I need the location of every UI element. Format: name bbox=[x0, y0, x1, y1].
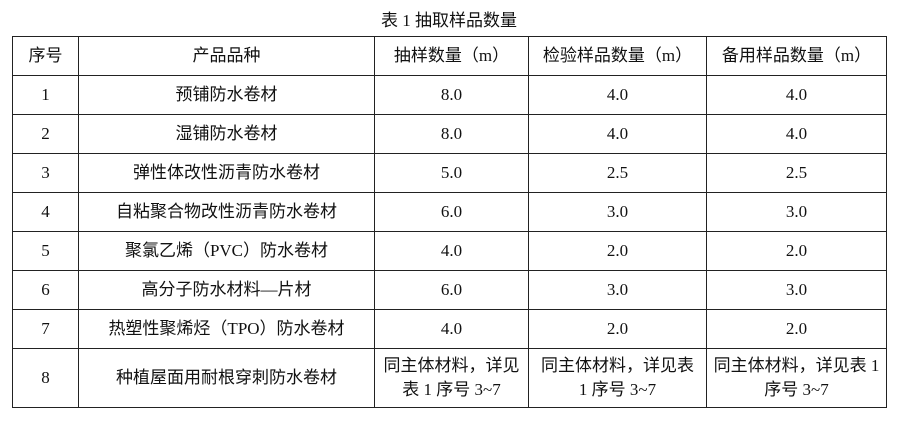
table-cell: 高分子防水材料—片材 bbox=[78, 270, 375, 310]
table-row: 6 高分子防水材料—片材 6.0 3.0 3.0 bbox=[12, 270, 887, 310]
table-row: 4 自粘聚合物改性沥青防水卷材 6.0 3.0 3.0 bbox=[12, 192, 887, 232]
table-cell: 4.0 bbox=[374, 309, 529, 349]
table-cell: 4.0 bbox=[528, 114, 707, 154]
table-cell: 湿铺防水卷材 bbox=[78, 114, 375, 154]
table-cell: 弹性体改性沥青防水卷材 bbox=[78, 153, 375, 193]
table-cell: 2.0 bbox=[528, 309, 707, 349]
table-row: 1 预铺防水卷材 8.0 4.0 4.0 bbox=[12, 75, 887, 115]
table-cell: 5.0 bbox=[374, 153, 529, 193]
table-cell: 7 bbox=[12, 309, 79, 349]
table-title: 表 1 抽取样品数量 bbox=[381, 11, 517, 30]
header-cell: 检验样品数量（m） bbox=[528, 36, 707, 76]
table-cell: 8.0 bbox=[374, 75, 529, 115]
table-cell: 2.5 bbox=[528, 153, 707, 193]
table-cell: 4.0 bbox=[374, 231, 529, 271]
table-row: 5 聚氯乙烯（PVC）防水卷材 4.0 2.0 2.0 bbox=[12, 231, 887, 271]
table-row: 8 种植屋面用耐根穿刺防水卷材 同主体材料，详见表 1 序号 3~7 同主体材料，详见… bbox=[12, 348, 887, 408]
header-cell: 序号 bbox=[12, 36, 79, 76]
table-cell: 种植屋面用耐根穿刺防水卷材 bbox=[78, 348, 375, 408]
table-cell: 4 bbox=[12, 192, 79, 232]
table-cell: 3 bbox=[12, 153, 79, 193]
table-cell: 3.0 bbox=[528, 270, 707, 310]
table-cell: 3.0 bbox=[706, 192, 887, 232]
table-cell: 2.0 bbox=[706, 309, 887, 349]
table-cell: 2.0 bbox=[528, 231, 707, 271]
header-row: 序号 产品品种 抽样数量（m） 检验样品数量（m） 备用样品数量（m） bbox=[12, 36, 887, 76]
table-cell: 6 bbox=[12, 270, 79, 310]
table-cell: 同主体材料，详见表 1 序号 3~7 bbox=[528, 348, 707, 408]
table-cell: 2.5 bbox=[706, 153, 887, 193]
table-cell: 聚氯乙烯（PVC）防水卷材 bbox=[78, 231, 375, 271]
table-cell: 2 bbox=[12, 114, 79, 154]
table-cell: 1 bbox=[12, 75, 79, 115]
table-cell: 同主体材料，详见表 1 序号 3~7 bbox=[706, 348, 887, 408]
table-cell: 同主体材料，详见表 1 序号 3~7 bbox=[374, 348, 529, 408]
table-cell: 自粘聚合物改性沥青防水卷材 bbox=[78, 192, 375, 232]
table-row: 7 热塑性聚烯烃（TPO）防水卷材 4.0 2.0 2.0 bbox=[12, 309, 887, 349]
table-row: 3 弹性体改性沥青防水卷材 5.0 2.5 2.5 bbox=[12, 153, 887, 193]
header-cell: 抽样数量（m） bbox=[374, 36, 529, 76]
sample-table: 序号 产品品种 抽样数量（m） 检验样品数量（m） 备用样品数量（m） 1 预铺防水卷材 8… bbox=[12, 36, 887, 408]
table-cell: 4.0 bbox=[706, 75, 887, 115]
table-cell: 3.0 bbox=[528, 192, 707, 232]
table-row: 2 湿铺防水卷材 8.0 4.0 4.0 bbox=[12, 114, 887, 154]
header-cell: 备用样品数量（m） bbox=[706, 36, 887, 76]
table-body: 1 预铺防水卷材 8.0 4.0 4.0 2 湿铺防水卷材 8.0 4.0 4.0 3 弹性体改性沥青… bbox=[12, 75, 887, 408]
table-cell: 8 bbox=[12, 348, 79, 408]
table-cell: 8.0 bbox=[374, 114, 529, 154]
table-cell: 4.0 bbox=[528, 75, 707, 115]
table-cell: 预铺防水卷材 bbox=[78, 75, 375, 115]
table-cell: 5 bbox=[12, 231, 79, 271]
table-cell: 热塑性聚烯烃（TPO）防水卷材 bbox=[78, 309, 375, 349]
table-cell: 4.0 bbox=[706, 114, 887, 154]
table-cell: 6.0 bbox=[374, 192, 529, 232]
table-cell: 6.0 bbox=[374, 270, 529, 310]
table-cell: 3.0 bbox=[706, 270, 887, 310]
table-cell: 2.0 bbox=[706, 231, 887, 271]
header-cell: 产品品种 bbox=[78, 36, 375, 76]
